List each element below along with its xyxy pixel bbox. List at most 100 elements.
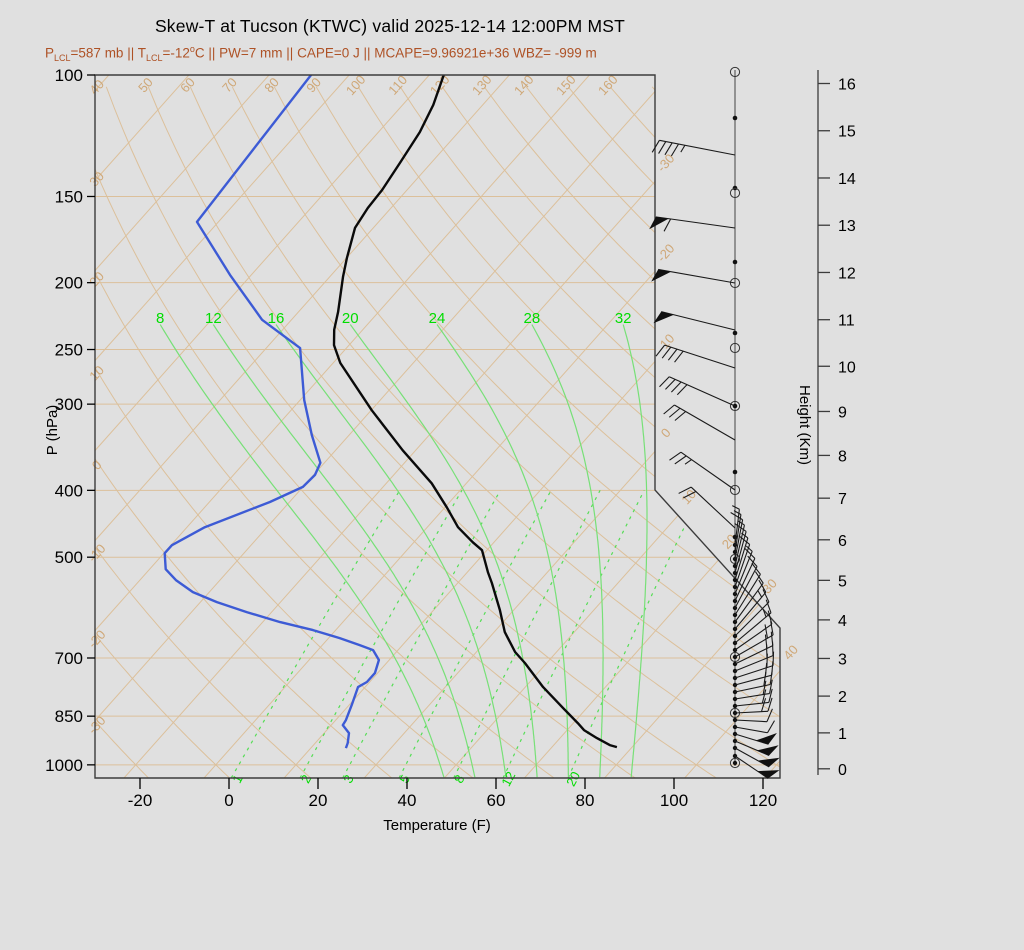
dry-adiabat-label: 20: [86, 269, 107, 290]
wind-station-circle: [729, 66, 741, 78]
moist-adiabat-label: 8: [156, 310, 164, 327]
wind-station-dot: [732, 330, 738, 336]
isotherm-label: 0: [658, 425, 674, 440]
wind-station-circle: [729, 484, 741, 496]
isotherm-line: [95, 75, 590, 778]
chart-subtitle: PLCL=587 mb || TLCL=-12oC || PW=7 mm || …: [45, 44, 597, 64]
pressure-tick-label: 150: [55, 187, 83, 206]
dry-adiabat-label: 50: [135, 75, 156, 96]
mixing-ratio-label: 5: [396, 772, 413, 785]
temperature-tick-label: -20: [128, 791, 153, 810]
moist-adiabat-line: [349, 324, 538, 778]
moist-adiabat-line: [212, 324, 476, 778]
chart-title: Skew-T at Tucson (KTWC) valid 2025-12-14…: [154, 16, 626, 36]
background-grid: [0, 75, 780, 778]
dry-adiabat-label: 30: [86, 169, 107, 190]
mixing-ratio-line: [567, 490, 703, 778]
temperature-trace: [332, 75, 618, 749]
isotherm-label: 10: [678, 487, 699, 508]
moist-adiabat-label: 24: [429, 310, 446, 327]
height-tick-label: 9: [838, 404, 847, 421]
pressure-tick-label: 100: [55, 66, 83, 85]
dewpoint-trace: [163, 75, 381, 749]
isotherm-line: [95, 75, 670, 778]
moist-adiabat-label: 12: [205, 310, 222, 327]
pressure-tick-label: 200: [55, 274, 83, 293]
dry-adiabat-line: [357, 86, 780, 778]
temperature-tick-label: 120: [749, 791, 777, 810]
dry-adiabat-line: [95, 86, 637, 778]
sounding-traces: [163, 75, 618, 749]
dry-adiabat-label: -20: [85, 627, 109, 651]
mixing-ratio-line: [453, 490, 601, 778]
dry-adiabat-line: [231, 86, 780, 778]
isotherm-line: [95, 75, 270, 778]
mixing-ratio-label: 3: [340, 772, 357, 785]
isotherm-line: [363, 75, 780, 778]
wind-station-dot: [732, 259, 738, 265]
height-tick-label: 2: [838, 689, 847, 706]
height-tick-label: 13: [838, 218, 856, 235]
temperature-axis: -20 0 20 40 60 80 100 120 Temperature (F): [128, 778, 777, 834]
pressure-tick-label: 700: [55, 649, 83, 668]
mixing-ratio-line: [230, 489, 401, 778]
dry-adiabat-label: 100: [343, 72, 369, 98]
dry-adiabat-line: [95, 86, 150, 778]
height-tick-label: 1: [838, 726, 847, 743]
dry-adiabat-line: [95, 86, 556, 778]
height-tick-label: 4: [838, 613, 847, 630]
temperature-tick-label: 80: [576, 791, 595, 810]
height-tick-label: 14: [838, 171, 856, 188]
dry-adiabat-line: [95, 86, 231, 778]
isotherm-line: [0, 75, 29, 778]
dry-adiabat-line: [441, 86, 780, 778]
isotherm-line: [95, 75, 350, 778]
pressure-axis-title: P (hPa): [44, 405, 61, 456]
height-tick-label: 16: [838, 77, 856, 94]
moist-adiabat-line: [275, 324, 507, 778]
dry-adiabat-label: 80: [261, 75, 282, 96]
pressure-axis: 100 150 200 250 300 400 500 700 850 1000 P (hPa): [44, 66, 95, 775]
moist-adiabat-label: 20: [342, 310, 359, 327]
isotherm-line: [95, 75, 430, 778]
wind-station-circle: [729, 400, 741, 412]
dry-adiabat-line: [525, 86, 780, 778]
isotherm-line: [524, 75, 780, 778]
dry-adiabat-line: [105, 86, 718, 778]
height-tick-label: 6: [838, 533, 847, 550]
pressure-tick-label: 400: [55, 481, 83, 500]
dry-adiabat-line: [609, 86, 780, 778]
plot-frame: [94, 74, 781, 779]
isotherm-label: -20: [654, 241, 678, 265]
height-tick-label: 0: [838, 762, 847, 779]
dry-adiabat-line: [399, 86, 780, 778]
dry-adiabat-line: [273, 86, 780, 778]
temperature-tick-label: 40: [398, 791, 417, 810]
wind-station-circle: [729, 342, 741, 354]
dry-adiabat-label: 60: [177, 75, 198, 96]
wind-station-dot: [732, 760, 738, 766]
dry-adiabat-label: 10: [86, 363, 107, 384]
height-tick-label: 11: [838, 313, 855, 330]
dry-adiabat-line: [651, 86, 780, 778]
moist-adiabat-line: [436, 324, 569, 778]
wind-station-circle: [729, 187, 741, 199]
wind-barbs: [649, 66, 780, 779]
isotherm-label: 40: [780, 642, 801, 663]
height-tick-label: 8: [838, 448, 847, 465]
temperature-tick-label: 0: [224, 791, 233, 810]
dry-adiabat-line: [147, 86, 780, 778]
moist-adiabat-label: 28: [524, 310, 541, 327]
dry-adiabat-label: 140: [511, 72, 537, 98]
moist-adiabat-label: 16: [268, 310, 285, 327]
height-tick-label: 3: [838, 651, 847, 668]
pressure-tick-label: 300: [55, 395, 83, 414]
temperature-tick-label: 100: [660, 791, 688, 810]
wind-station-circle: [729, 757, 741, 769]
wind-station-dot: [732, 115, 738, 121]
wind-station-dot: [732, 469, 738, 475]
dry-adiabat-label: 110: [385, 72, 410, 97]
